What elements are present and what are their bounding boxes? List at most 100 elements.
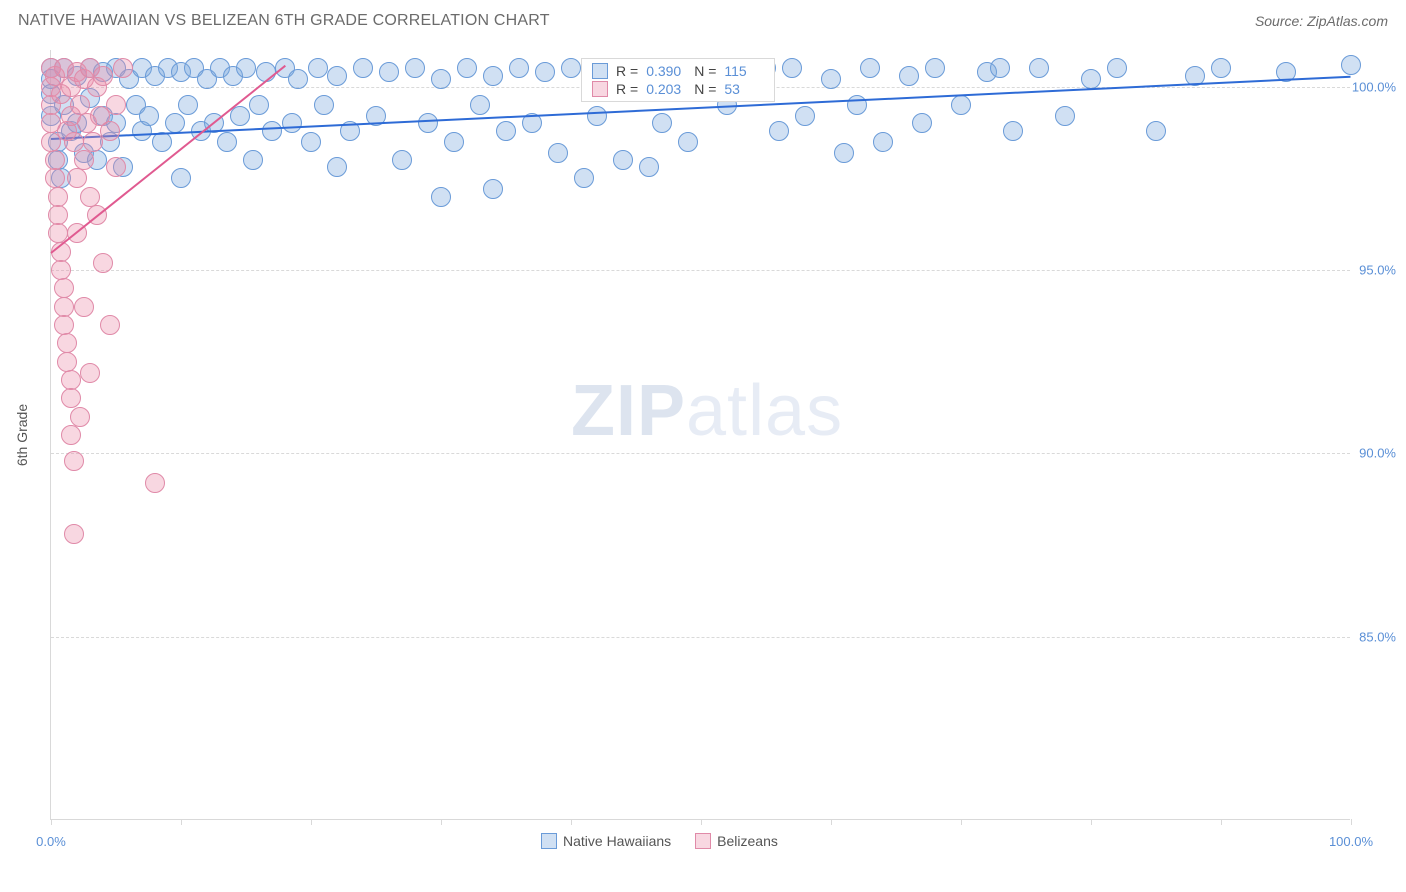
data-point xyxy=(1029,58,1049,78)
data-point xyxy=(61,370,81,390)
data-point xyxy=(93,66,113,86)
data-point xyxy=(64,524,84,544)
data-point xyxy=(51,260,71,280)
data-point xyxy=(45,168,65,188)
data-point xyxy=(431,187,451,207)
data-point xyxy=(821,69,841,89)
data-point xyxy=(1003,121,1023,141)
data-point xyxy=(54,315,74,335)
gridline xyxy=(51,637,1350,638)
data-point xyxy=(535,62,555,82)
data-point xyxy=(70,95,90,115)
data-point xyxy=(54,278,74,298)
data-point xyxy=(288,69,308,89)
data-point xyxy=(873,132,893,152)
data-point xyxy=(548,143,568,163)
data-point xyxy=(57,333,77,353)
data-point xyxy=(587,106,607,126)
data-point xyxy=(171,168,191,188)
data-point xyxy=(795,106,815,126)
data-point xyxy=(74,297,94,317)
r-label: R = xyxy=(616,63,638,79)
legend-swatch xyxy=(592,63,608,79)
data-point xyxy=(64,132,84,152)
gridline xyxy=(51,453,1350,454)
data-point xyxy=(899,66,919,86)
data-point xyxy=(113,58,133,78)
data-point xyxy=(639,157,659,177)
data-point xyxy=(100,315,120,335)
plot-area: ZIPatlas 85.0%90.0%95.0%100.0%0.0%100.0%… xyxy=(50,50,1350,820)
legend-item: Native Hawaiians xyxy=(541,833,671,849)
chart-container: 6th Grade ZIPatlas 85.0%90.0%95.0%100.0%… xyxy=(50,50,1390,820)
series-legend: Native Hawaiians Belizeans xyxy=(541,833,778,849)
watermark-bold: ZIP xyxy=(571,371,686,451)
data-point xyxy=(769,121,789,141)
data-point xyxy=(353,58,373,78)
data-point xyxy=(470,95,490,115)
data-point xyxy=(48,205,68,225)
data-point xyxy=(217,132,237,152)
data-point xyxy=(483,66,503,86)
data-point xyxy=(392,150,412,170)
stats-legend-row: R =0.203N =53 xyxy=(592,81,764,97)
data-point xyxy=(327,66,347,86)
data-point xyxy=(64,451,84,471)
legend-label: Native Hawaiians xyxy=(563,833,671,849)
data-point xyxy=(249,95,269,115)
x-tick xyxy=(961,819,962,825)
data-point xyxy=(61,425,81,445)
data-point xyxy=(178,95,198,115)
data-point xyxy=(139,106,159,126)
gridline xyxy=(51,270,1350,271)
y-tick-label: 100.0% xyxy=(1352,79,1396,94)
x-tick xyxy=(1091,819,1092,825)
legend-swatch xyxy=(541,833,557,849)
data-point xyxy=(834,143,854,163)
data-point xyxy=(74,150,94,170)
data-point xyxy=(67,168,87,188)
x-tick xyxy=(441,819,442,825)
watermark-light: atlas xyxy=(686,371,843,451)
data-point xyxy=(314,95,334,115)
r-value: 0.390 xyxy=(646,63,686,79)
data-point xyxy=(301,132,321,152)
n-label: N = xyxy=(694,63,716,79)
data-point xyxy=(1211,58,1231,78)
data-point xyxy=(574,168,594,188)
x-tick xyxy=(831,819,832,825)
data-point xyxy=(327,157,347,177)
data-point xyxy=(80,187,100,207)
data-point xyxy=(561,58,581,78)
legend-label: Belizeans xyxy=(717,833,778,849)
y-axis-label: 6th Grade xyxy=(14,404,30,466)
data-point xyxy=(782,58,802,78)
data-point xyxy=(509,58,529,78)
stats-legend: R =0.390N =115R =0.203N =53 xyxy=(581,58,775,102)
x-tick xyxy=(51,819,52,825)
data-point xyxy=(262,121,282,141)
data-point xyxy=(1055,106,1075,126)
data-point xyxy=(405,58,425,78)
data-point xyxy=(496,121,516,141)
legend-swatch xyxy=(592,81,608,97)
data-point xyxy=(652,113,672,133)
data-point xyxy=(61,388,81,408)
chart-source: Source: ZipAtlas.com xyxy=(1255,13,1388,29)
data-point xyxy=(236,58,256,78)
data-point xyxy=(1341,55,1361,75)
n-value: 53 xyxy=(724,81,764,97)
data-point xyxy=(379,62,399,82)
data-point xyxy=(990,58,1010,78)
data-point xyxy=(457,58,477,78)
data-point xyxy=(1146,121,1166,141)
data-point xyxy=(444,132,464,152)
data-point xyxy=(48,187,68,207)
n-label: N = xyxy=(694,81,716,97)
r-label: R = xyxy=(616,81,638,97)
legend-item: Belizeans xyxy=(695,833,778,849)
y-tick-label: 85.0% xyxy=(1359,629,1396,644)
data-point xyxy=(308,58,328,78)
data-point xyxy=(145,473,165,493)
data-point xyxy=(860,58,880,78)
